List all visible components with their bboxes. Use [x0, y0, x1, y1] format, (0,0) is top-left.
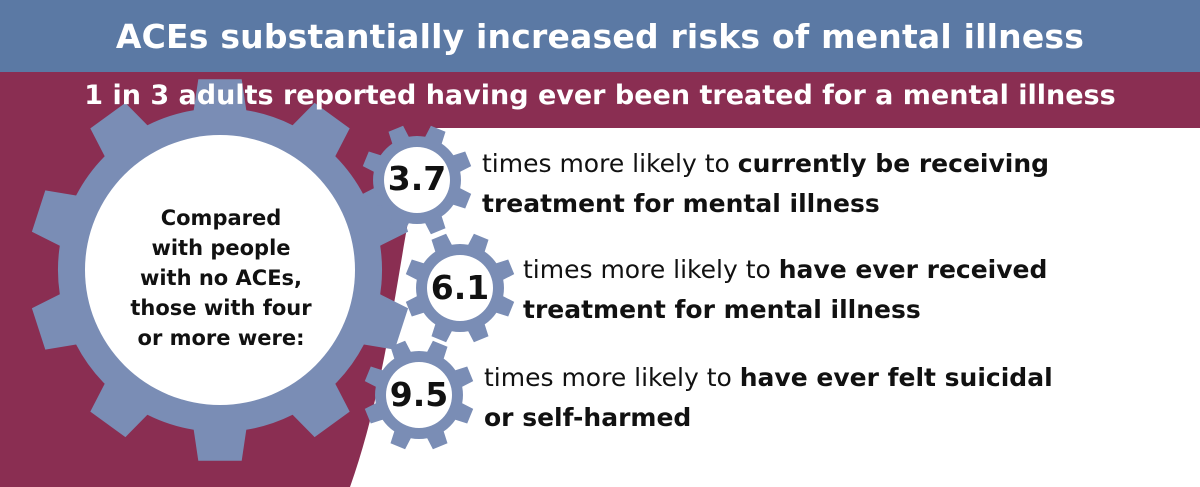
stat-line-1: times more likely to have ever received	[523, 250, 1047, 290]
gear-center	[384, 147, 450, 213]
gear-center	[386, 362, 452, 428]
title-bar: ACEs substantially increased risks of me…	[0, 0, 1200, 72]
stat-emphasis: have ever received	[778, 255, 1048, 284]
gear-icon	[405, 233, 515, 343]
stat-line-1: times more likely to have ever felt suic…	[484, 358, 1053, 398]
gear-icon	[362, 125, 472, 235]
gear-center	[85, 135, 355, 405]
page-title: ACEs substantially increased risks of me…	[115, 16, 1085, 56]
stat-prefix: times more likely to	[523, 255, 779, 284]
stat-description: times more likely to have ever felt suic…	[484, 358, 1053, 438]
stat-value: 6.1	[430, 268, 490, 307]
gear-icon	[364, 340, 474, 450]
intro-line: with no ACEs,	[139, 266, 303, 290]
stat-prefix: times more likely to	[484, 363, 740, 392]
subtitle: 1 in 3 adults reported having ever been …	[84, 80, 1116, 111]
stat-line-1: times more likely to currently be receiv…	[482, 144, 1049, 184]
stat-line-2: treatment for mental illness	[523, 295, 921, 324]
stat-value: 9.5	[389, 375, 449, 414]
stat-prefix: times more likely to	[482, 149, 738, 178]
gear-center	[427, 255, 493, 321]
intro-line: with people	[151, 236, 291, 260]
stat-value: 3.7	[387, 159, 447, 198]
gear-icon	[31, 79, 409, 461]
intro-text: Compared with people with no ACEs, those…	[96, 203, 346, 353]
stat-emphasis: currently be receiving	[737, 149, 1050, 178]
stat-description: times more likely to have ever received …	[523, 250, 1047, 330]
intro-line: or more were:	[137, 326, 305, 350]
stat-emphasis: have ever felt suicidal	[739, 363, 1053, 392]
stat-line-2: treatment for mental illness	[482, 189, 880, 218]
stat-description: times more likely to currently be receiv…	[482, 144, 1049, 224]
intro-line: those with four	[130, 296, 312, 320]
stat-line-2: or self-harmed	[484, 403, 692, 432]
intro-line: Compared	[160, 206, 282, 230]
